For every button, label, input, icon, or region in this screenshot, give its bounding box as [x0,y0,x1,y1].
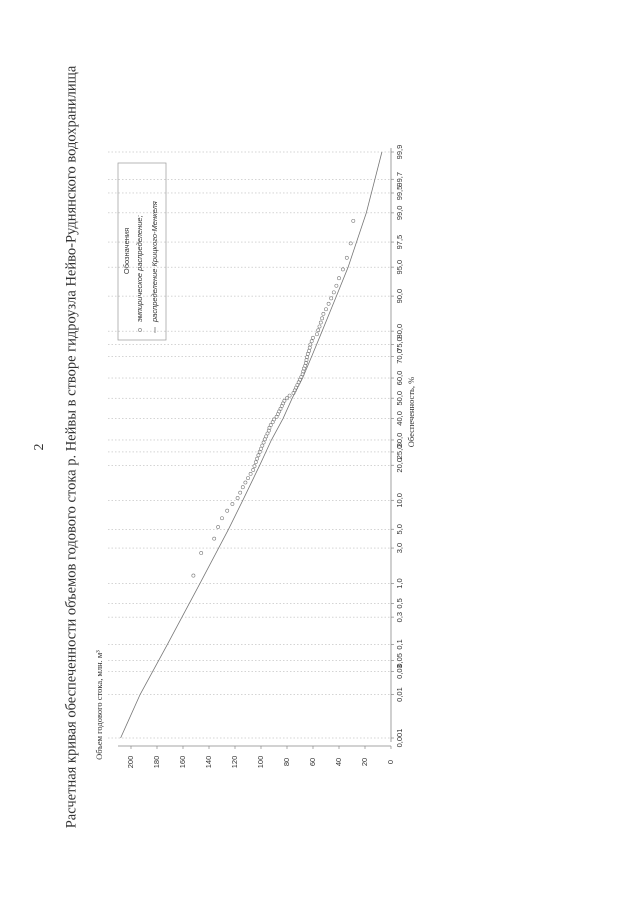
data-point [334,283,339,288]
data-point [340,267,345,272]
data-point [257,450,262,454]
data-point [320,316,325,321]
y-tick-label: 160 [178,756,187,769]
x-tick-label: 99,7 [395,172,404,187]
x-tick-label: 80,0 [395,324,404,339]
data-point [191,573,196,578]
x-tick-label: 30,0 [395,433,404,448]
data-point [301,369,306,374]
legend-label: распределение Крицкого-Менкеля [150,201,159,323]
x-tick-label: 1,0 [395,578,404,588]
x-tick-label: 0,1 [395,639,404,649]
data-point [235,496,240,500]
data-point [309,339,314,344]
x-tick-label: 90,0 [395,289,404,304]
x-tick-label: 40,0 [395,411,404,426]
data-point [268,423,273,427]
data-point [256,453,261,458]
data-point [321,312,326,316]
x-tick-label: 95,0 [395,260,404,275]
data-point [314,332,319,337]
data-point [326,301,331,306]
data-point [240,485,245,490]
y-tick-label: 140 [204,756,213,769]
legend-box [117,162,167,341]
data-point [230,502,235,506]
data-point [285,396,289,401]
legend-label: эмпирическое распределение; [135,215,144,322]
page-number: 2 [32,444,47,451]
data-point [261,440,266,445]
data-point [329,296,334,301]
data-point [344,255,349,260]
data-point [251,468,256,472]
data-point [324,307,328,312]
x-tick-label: 0,5 [395,598,404,608]
data-point [305,351,310,356]
x-tick-label: 50,0 [395,391,404,406]
x-tick-label: 0,01 [395,687,404,702]
x-tick-label: 97,5 [395,235,404,250]
x-tick-label: 20,0 [395,458,404,473]
y-tick-label: 120 [230,756,239,769]
x-tick-label: 75,0 [395,337,404,352]
data-point [282,398,287,403]
data-point [318,320,323,325]
y-axis-title: Объем годового стока, млн. м³ [94,650,104,760]
x-tick-label: 3,0 [395,543,404,553]
data-point [351,218,356,223]
data-point [212,536,217,541]
y-tick-label: 200 [126,756,135,769]
data-point [253,460,258,465]
data-point [316,328,321,333]
data-point [308,342,313,347]
data-point [252,464,257,469]
legend-title: Обозначения [122,228,131,274]
x-tick-label: 10,0 [395,493,404,508]
chart-title: Расчетная кривая обеспеченности объемов … [63,65,79,828]
y-tick-label: 60 [308,758,317,766]
data-point [216,525,221,529]
y-tick-label: 40 [334,758,343,766]
x-tick-label: 0,3 [395,612,404,622]
y-tick-label: 100 [256,756,265,769]
x-tick-label: 70,0 [395,349,404,364]
y-tick-label: 20 [360,758,369,766]
y-tick-label: 180 [152,756,161,769]
x-tick-label: 0,03 [395,664,404,679]
data-point [287,393,292,398]
data-point [317,324,322,329]
data-point [199,551,204,555]
data-point [225,508,230,513]
data-point [348,241,353,246]
data-point [259,446,263,451]
data-point [311,335,315,340]
data-point [255,456,260,461]
x-tick-label: 99,5 [395,186,404,201]
data-point [331,290,336,295]
x-tick-label: 0,05 [395,653,404,668]
data-point [272,417,276,422]
data-point [246,476,250,480]
y-tick-label: 80 [282,758,291,766]
x-tick-label: 99,9 [395,145,404,160]
y-tick-label: 0 [386,760,395,764]
x-tick-label: 99,0 [395,206,404,221]
data-point [220,516,224,521]
data-point [260,443,265,448]
data-point [337,276,341,281]
data-point [238,490,243,495]
curve [120,151,383,739]
data-point [248,472,253,476]
x-axis-title: Обеспеченность, % [406,377,416,448]
legend-marker [138,328,142,332]
x-tick-label: 0,001 [395,729,404,748]
x-tick-label: 25,0 [395,445,404,460]
x-tick-label: 5,0 [395,524,404,534]
data-point [243,480,248,485]
x-tick-label: 60,0 [395,371,404,386]
